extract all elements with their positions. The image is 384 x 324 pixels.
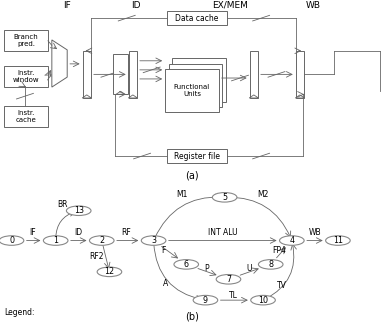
Circle shape: [43, 236, 68, 245]
Circle shape: [280, 236, 304, 245]
Text: Register file: Register file: [174, 152, 220, 160]
Text: FP4: FP4: [273, 247, 286, 255]
Bar: [4, 30, 48, 51]
Text: 11: 11: [333, 236, 343, 245]
Text: 13: 13: [74, 206, 84, 215]
Bar: [113, 54, 128, 94]
Circle shape: [0, 236, 24, 245]
Text: IF: IF: [29, 228, 36, 237]
Text: 10: 10: [258, 296, 268, 305]
Text: 2: 2: [99, 236, 104, 245]
Circle shape: [216, 274, 241, 284]
Text: F: F: [161, 247, 166, 255]
Circle shape: [89, 236, 114, 245]
Circle shape: [97, 267, 122, 277]
Text: 0: 0: [9, 236, 14, 245]
Text: TL: TL: [229, 291, 238, 300]
Text: (b): (b): [185, 311, 199, 321]
Text: ID: ID: [132, 1, 141, 10]
Text: BR: BR: [57, 200, 68, 209]
Bar: [167, 11, 227, 25]
Text: Data cache: Data cache: [175, 14, 218, 23]
Text: 3: 3: [151, 236, 156, 245]
Text: Instr.
cache: Instr. cache: [15, 110, 36, 123]
Text: 1: 1: [53, 236, 58, 245]
Text: Legend:: Legend:: [4, 307, 34, 317]
Text: Branch
pred.: Branch pred.: [13, 34, 38, 47]
Text: RF2: RF2: [89, 252, 104, 261]
Text: Functional
Units: Functional Units: [174, 84, 210, 97]
Circle shape: [66, 206, 91, 215]
Circle shape: [326, 236, 350, 245]
Bar: [129, 51, 137, 98]
Text: IF: IF: [63, 1, 71, 10]
Text: 9: 9: [203, 296, 208, 305]
Bar: [4, 106, 48, 127]
Bar: [250, 51, 258, 98]
Circle shape: [258, 260, 283, 269]
Text: WB: WB: [309, 228, 321, 237]
Text: 6: 6: [184, 260, 189, 269]
Circle shape: [251, 295, 275, 305]
Text: 8: 8: [268, 260, 273, 269]
Circle shape: [174, 260, 199, 269]
Text: M1: M1: [177, 190, 188, 199]
Bar: [83, 51, 91, 98]
Text: Instr.
window: Instr. window: [13, 70, 39, 83]
Text: INT ALU: INT ALU: [208, 228, 238, 237]
Circle shape: [141, 236, 166, 245]
Text: 7: 7: [226, 275, 231, 284]
Text: 4: 4: [289, 236, 295, 245]
Text: RF: RF: [121, 228, 131, 237]
Text: A: A: [162, 279, 168, 287]
Bar: [165, 69, 219, 112]
Bar: [167, 149, 227, 163]
Text: ID: ID: [74, 228, 83, 237]
Bar: [169, 64, 222, 107]
Text: WB: WB: [305, 1, 321, 10]
Text: P: P: [204, 264, 209, 273]
Circle shape: [212, 192, 237, 202]
Bar: [172, 58, 226, 102]
Text: EX/MEM: EX/MEM: [212, 1, 248, 10]
Text: TV: TV: [277, 282, 287, 291]
Text: 5: 5: [222, 193, 227, 202]
Bar: [296, 51, 304, 98]
Text: U: U: [246, 264, 252, 273]
Text: (a): (a): [185, 171, 199, 181]
Circle shape: [193, 295, 218, 305]
Text: 12: 12: [104, 267, 114, 276]
Bar: [4, 66, 48, 87]
Text: M2: M2: [257, 190, 269, 199]
